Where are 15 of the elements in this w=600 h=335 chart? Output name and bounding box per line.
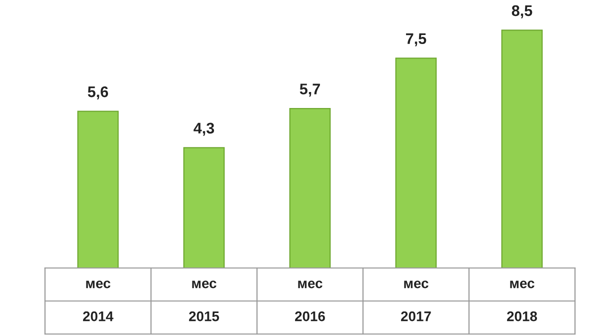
bar — [395, 58, 437, 268]
category-label: мес 2017 — [401, 280, 431, 322]
data-label: 5,7 — [300, 84, 320, 97]
bar — [501, 30, 543, 268]
data-label: 4,3 — [194, 122, 214, 136]
bar — [183, 147, 225, 268]
category-label: мес 2015 — [189, 280, 220, 322]
bar — [77, 110, 119, 268]
category-label: мес 2016 — [295, 280, 325, 322]
category-label: мес 2018 — [507, 280, 538, 322]
data-label: 5,6 — [88, 86, 108, 100]
data-label: 8,5 — [512, 5, 532, 18]
category-label: мес 2014 — [83, 280, 114, 322]
data-label: 7,5 — [406, 33, 426, 46]
bar — [289, 108, 331, 268]
